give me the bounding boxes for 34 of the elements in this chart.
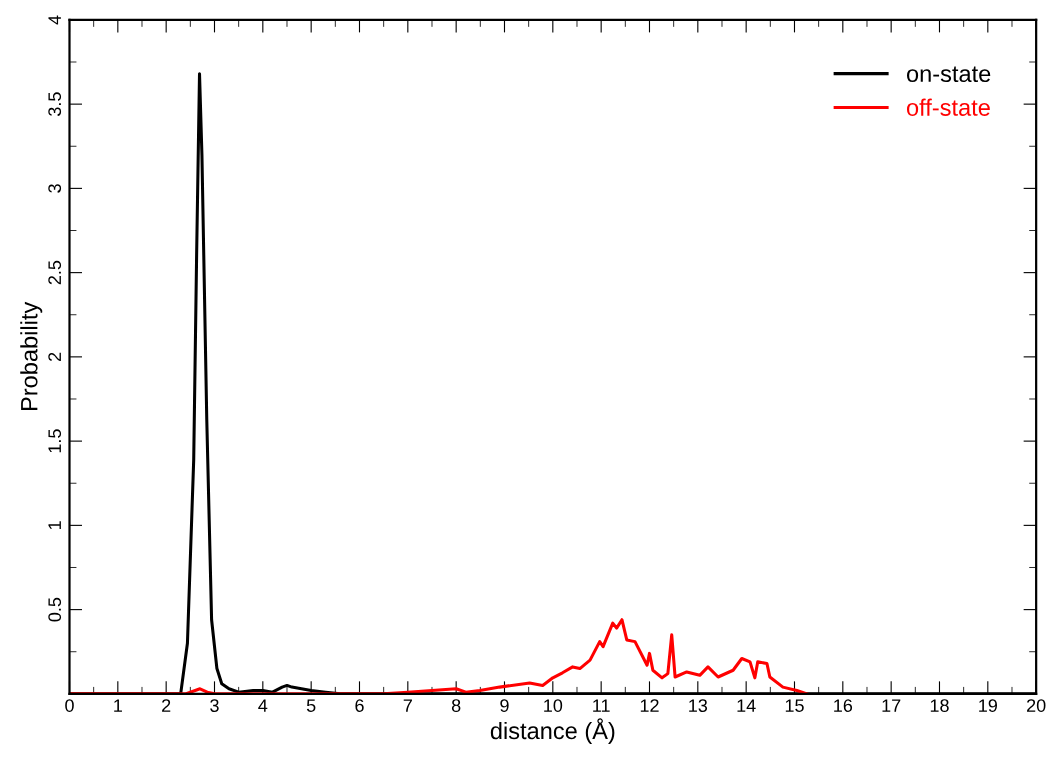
legend-label: on-state <box>906 66 991 83</box>
x-tick-label: 2 <box>162 699 171 712</box>
x-axis-title: distance (Å) <box>490 718 615 744</box>
x-tick-label: 10 <box>544 699 563 712</box>
y-tick-label: 2 <box>48 352 61 361</box>
x-tick-label: 4 <box>258 699 268 712</box>
x-tick-label: 7 <box>403 699 412 712</box>
y-tick-label: 3.5 <box>48 92 62 116</box>
x-tick-label: 0 <box>65 699 74 712</box>
y-tick-label: 4 <box>48 15 61 25</box>
legend-label: off-state <box>906 98 990 116</box>
x-tick-label: 20 <box>1027 699 1046 712</box>
x-tick-label: 3 <box>210 699 219 712</box>
x-tick-label: 17 <box>882 699 901 712</box>
x-tick-label: 18 <box>930 699 949 712</box>
y-tick-label: 0.5 <box>48 597 62 622</box>
x-tick-label: 6 <box>355 699 364 712</box>
x-tick-label: 8 <box>451 699 461 712</box>
x-tick-label: 12 <box>640 699 659 712</box>
x-tick-label: 19 <box>979 699 998 712</box>
x-tick-label: 9 <box>500 699 509 712</box>
x-tick-label: 1 <box>114 699 122 712</box>
y-tick-label: 1 <box>48 521 61 530</box>
y-tick-label: 3 <box>48 184 62 193</box>
y-tick-label: 1.5 <box>48 429 62 453</box>
x-tick-label: 13 <box>689 699 708 712</box>
y-tick-label: 2.5 <box>48 260 62 285</box>
x-tick-label: 15 <box>785 699 804 712</box>
x-tick-label: 11 <box>593 699 610 712</box>
x-tick-label: 16 <box>834 699 853 712</box>
x-tick-label: 5 <box>306 699 316 712</box>
x-tick-label: 14 <box>737 699 756 712</box>
y-axis-title: Probability <box>20 301 43 411</box>
line-series <box>69 618 809 694</box>
